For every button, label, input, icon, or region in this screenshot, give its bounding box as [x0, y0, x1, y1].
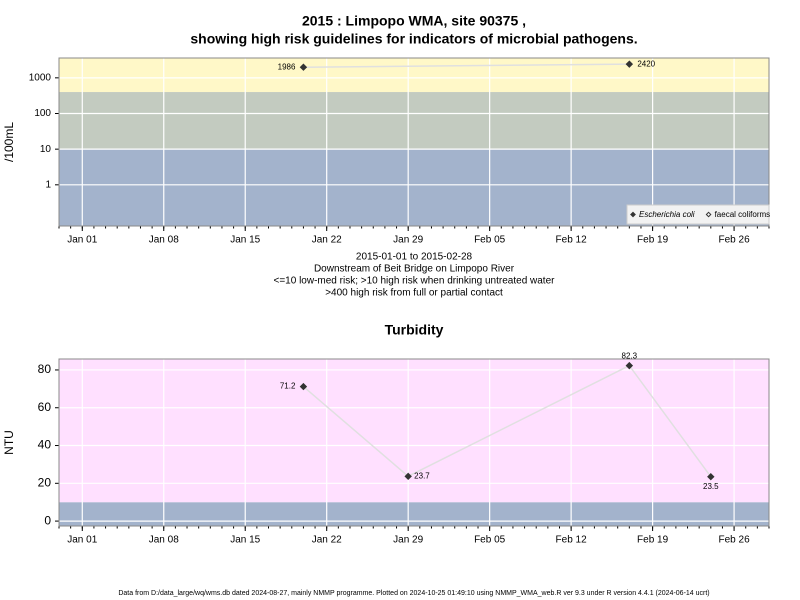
data-label: 2420 — [637, 59, 655, 68]
annotation: Downstream of Beit Bridge on Limpopo Riv… — [314, 264, 515, 275]
y-tick-label: 100 — [34, 108, 51, 119]
y-tick-label: 0 — [44, 513, 51, 527]
data-point — [707, 472, 715, 481]
annotation: >400 high risk from full or partial cont… — [325, 288, 503, 299]
risk-band — [59, 92, 769, 150]
risk-band — [59, 359, 769, 503]
y-axis-label: NTU — [2, 430, 16, 455]
y-tick-label: 10 — [40, 144, 52, 155]
x-tick-label: Jan 15 — [230, 235, 260, 246]
y-tick-label: 40 — [38, 438, 52, 452]
x-tick-label: Jan 22 — [312, 535, 342, 546]
risk-band — [59, 58, 769, 93]
legend-label: faecal coliforms — [715, 210, 771, 219]
chart-subtitle: showing high risk guidelines for indicat… — [190, 31, 637, 47]
y-tick-label: 1000 — [29, 72, 52, 83]
x-tick-label: Jan 22 — [312, 235, 342, 246]
x-tick-label: Feb 26 — [719, 235, 751, 246]
data-point — [625, 361, 634, 370]
x-tick-label: Feb 26 — [719, 535, 751, 546]
x-tick-label: Feb 05 — [474, 535, 506, 546]
data-label: 82.3 — [622, 352, 638, 361]
y-tick-label: 80 — [38, 362, 52, 376]
footer: Data from D:/data_large/wq/wms.db dated … — [118, 590, 709, 597]
series-line — [303, 63, 630, 68]
y-tick-label: 60 — [38, 400, 52, 414]
chart-title: Turbidity — [385, 322, 444, 338]
data-label: 1986 — [278, 62, 296, 71]
annotation: 2015-01-01 to 2015-02-28 — [356, 252, 473, 263]
legend-box — [626, 204, 770, 225]
data-label: 71.2 — [280, 382, 296, 391]
legend-marker — [630, 211, 636, 218]
x-tick-label: Feb 05 — [474, 235, 506, 246]
x-tick-label: Feb 19 — [637, 535, 669, 546]
x-tick-label: Jan 01 — [67, 535, 97, 546]
plot-frame — [58, 57, 770, 227]
legend-marker — [705, 211, 712, 218]
data-label: 23.7 — [414, 471, 430, 480]
data-point — [299, 63, 308, 71]
data-label: 23.5 — [703, 482, 719, 491]
y-tick-label: 20 — [38, 475, 52, 489]
series-line — [302, 364, 712, 478]
legend-label: Escherichia coli — [639, 210, 695, 219]
x-tick-label: Feb 19 — [637, 235, 669, 246]
x-tick-label: Feb 12 — [556, 535, 588, 546]
y-axis-label: /100mL — [2, 122, 16, 162]
annotation: <=10 low-med risk; >10 high risk when dr… — [274, 276, 556, 287]
x-tick-label: Jan 08 — [149, 235, 179, 246]
y-tick-label: 1 — [45, 179, 51, 190]
data-point — [299, 382, 308, 391]
data-point — [404, 472, 412, 481]
x-tick-label: Jan 15 — [230, 535, 260, 546]
x-tick-label: Jan 29 — [393, 235, 423, 246]
x-tick-label: Feb 12 — [556, 235, 588, 246]
data-point — [625, 60, 634, 68]
chart-title: 2015 : Limpopo WMA, site 90375 , — [302, 13, 526, 29]
plot-frame — [58, 358, 770, 527]
x-tick-label: Jan 01 — [67, 235, 97, 246]
risk-band — [59, 502, 769, 526]
x-tick-label: Jan 08 — [149, 535, 179, 546]
x-tick-label: Jan 29 — [393, 535, 423, 546]
